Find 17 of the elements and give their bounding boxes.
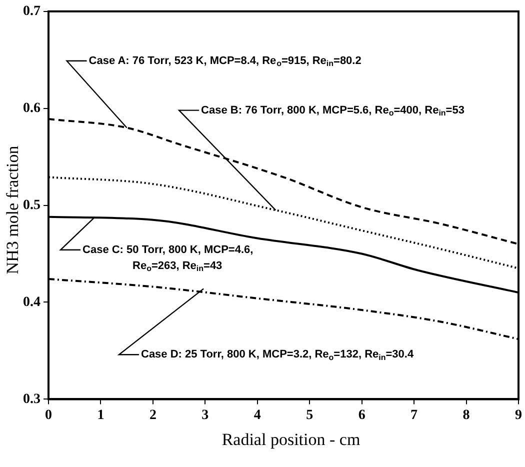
y-tick-label: 0.6 xyxy=(23,100,40,116)
x-tick-label: 2 xyxy=(149,408,156,424)
y-tick-label: 0.4 xyxy=(23,294,40,310)
x-tick-label: 8 xyxy=(462,408,470,424)
x-tick-label: 1 xyxy=(97,408,104,424)
y-tick-label: 0.5 xyxy=(23,198,40,213)
y-axis-title: NH3 mole fraction xyxy=(3,144,23,276)
x-tick-label: 5 xyxy=(306,408,314,424)
y-tick-label: 0.3 xyxy=(23,392,40,407)
y-tick-label: 0.7 xyxy=(23,4,40,20)
x-axis-title: Radial position - cm xyxy=(220,430,362,450)
x-tick-label: 4 xyxy=(254,408,261,424)
x-tick-label: 0 xyxy=(45,408,52,424)
x-tick-label: 3 xyxy=(202,408,209,424)
x-tick-label: 9 xyxy=(515,408,522,424)
x-tick-label: 6 xyxy=(358,408,366,424)
x-tick-label: 7 xyxy=(410,408,418,424)
